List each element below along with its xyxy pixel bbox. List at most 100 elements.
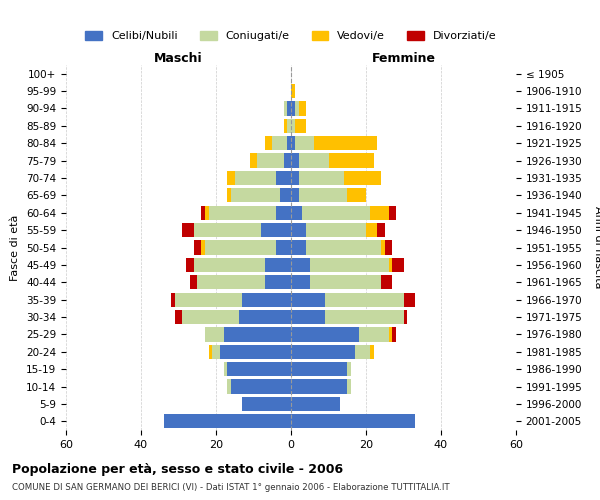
Bar [242, 292, 291, 307]
Bar [359, 328, 389, 342]
Bar [291, 258, 310, 272]
Bar [291, 84, 295, 98]
Bar [392, 328, 396, 342]
Legend: Celibi/Nubili, Coniugati/e, Vedovi/e, Divorziati/e: Celibi/Nubili, Coniugati/e, Vedovi/e, Di… [81, 27, 501, 46]
Bar [186, 258, 193, 272]
Text: Femmine: Femmine [371, 52, 436, 65]
Bar [223, 328, 291, 342]
Bar [310, 258, 389, 272]
Bar [306, 240, 381, 254]
Bar [306, 223, 366, 237]
Bar [291, 397, 340, 411]
Bar [287, 102, 291, 116]
Bar [193, 223, 261, 237]
Bar [310, 275, 381, 289]
Bar [370, 344, 373, 359]
Bar [404, 310, 407, 324]
Bar [227, 188, 231, 202]
Bar [291, 310, 325, 324]
Bar [175, 310, 182, 324]
Bar [291, 223, 306, 237]
Bar [392, 258, 404, 272]
Bar [299, 188, 347, 202]
Bar [227, 380, 231, 394]
Bar [389, 258, 392, 272]
Bar [272, 136, 287, 150]
Bar [182, 310, 239, 324]
Bar [291, 240, 306, 254]
Bar [291, 118, 295, 133]
Bar [291, 414, 415, 428]
Bar [291, 275, 310, 289]
Bar [291, 328, 359, 342]
Bar [325, 292, 404, 307]
Bar [366, 223, 377, 237]
Bar [291, 292, 325, 307]
Bar [209, 206, 276, 220]
Bar [205, 240, 276, 254]
Bar [299, 171, 343, 185]
Bar [227, 171, 235, 185]
Bar [197, 275, 265, 289]
Bar [175, 292, 242, 307]
Bar [250, 154, 257, 168]
Bar [276, 206, 291, 220]
Bar [284, 118, 287, 133]
Bar [389, 328, 392, 342]
Bar [299, 154, 329, 168]
Bar [201, 240, 205, 254]
Bar [265, 275, 291, 289]
Bar [370, 206, 389, 220]
Bar [182, 223, 193, 237]
Bar [231, 188, 280, 202]
Bar [291, 206, 302, 220]
Bar [235, 171, 276, 185]
Bar [231, 380, 291, 394]
Bar [265, 258, 291, 272]
Bar [291, 344, 355, 359]
Bar [347, 362, 351, 376]
Bar [276, 171, 291, 185]
Text: COMUNE DI SAN GERMANO DEI BERICI (VI) - Dati ISTAT 1° gennaio 2006 - Elaborazion: COMUNE DI SAN GERMANO DEI BERICI (VI) - … [12, 484, 449, 492]
Bar [291, 154, 299, 168]
Bar [287, 136, 291, 150]
Bar [314, 136, 377, 150]
Bar [212, 344, 220, 359]
Bar [223, 362, 227, 376]
Bar [291, 102, 295, 116]
Bar [299, 102, 306, 116]
Y-axis label: Fasce di età: Fasce di età [10, 214, 20, 280]
Bar [220, 344, 291, 359]
Bar [193, 258, 265, 272]
Bar [205, 328, 223, 342]
Bar [295, 102, 299, 116]
Bar [171, 292, 175, 307]
Text: Popolazione per età, sesso e stato civile - 2006: Popolazione per età, sesso e stato civil… [12, 462, 343, 475]
Bar [242, 397, 291, 411]
Bar [377, 223, 385, 237]
Bar [291, 188, 299, 202]
Bar [276, 240, 291, 254]
Bar [295, 118, 306, 133]
Bar [209, 344, 212, 359]
Bar [329, 154, 373, 168]
Bar [355, 344, 370, 359]
Bar [343, 171, 381, 185]
Bar [201, 206, 205, 220]
Text: Maschi: Maschi [154, 52, 203, 65]
Bar [265, 136, 272, 150]
Bar [163, 414, 291, 428]
Bar [291, 380, 347, 394]
Bar [291, 171, 299, 185]
Bar [287, 118, 291, 133]
Bar [227, 362, 291, 376]
Bar [389, 206, 396, 220]
Bar [261, 223, 291, 237]
Bar [284, 102, 287, 116]
Bar [291, 362, 347, 376]
Bar [385, 240, 392, 254]
Bar [381, 240, 385, 254]
Bar [404, 292, 415, 307]
Bar [193, 240, 201, 254]
Bar [295, 136, 314, 150]
